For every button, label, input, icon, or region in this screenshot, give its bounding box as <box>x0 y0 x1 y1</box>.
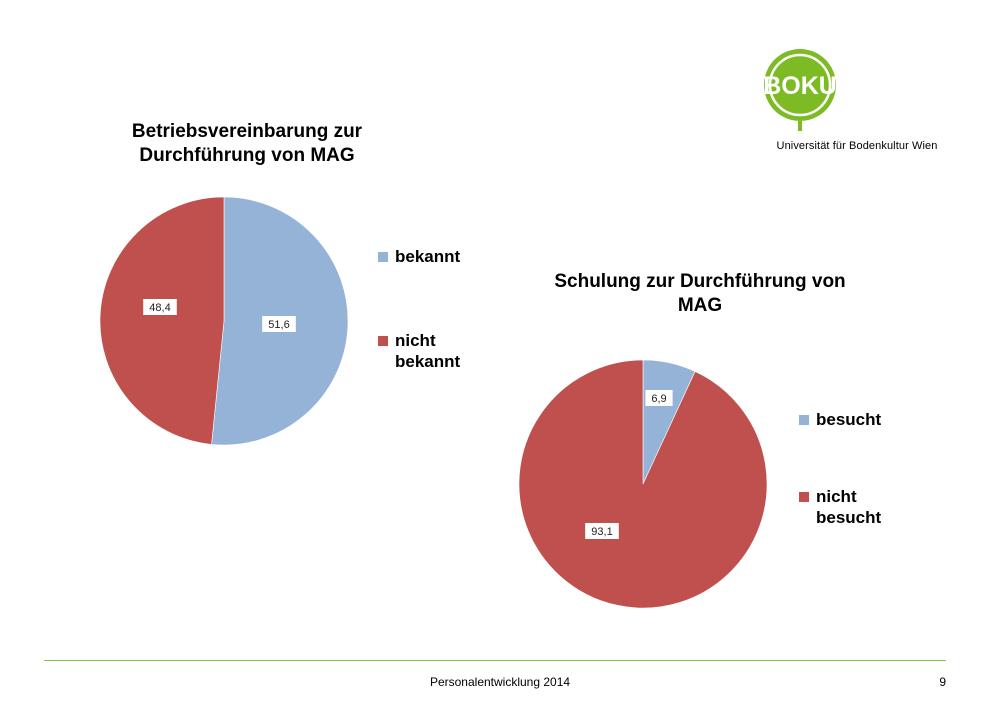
data-label-besucht: 6,9 <box>645 390 673 406</box>
legend-item-bekannt: bekannt <box>378 246 518 267</box>
data-label-box <box>645 390 673 406</box>
pie-slice-nicht-bekannt <box>99 196 225 445</box>
legend-item-nicht-bekannt: nicht bekannt <box>378 330 518 372</box>
legend-swatch-besucht <box>799 415 809 425</box>
footer-divider <box>44 660 946 661</box>
data-label-nicht-bekannt: 48,4 <box>143 299 177 315</box>
legend-swatch-nicht-besucht <box>799 492 809 502</box>
data-label-text: 51,6 <box>268 319 289 331</box>
logo-mark-text: BOKU <box>763 72 837 100</box>
legend-swatch-nicht-bekannt <box>378 336 388 346</box>
legend-item-nicht-besucht: nicht besucht <box>799 486 939 528</box>
data-label-box <box>585 523 619 539</box>
university-name: Universität für Bodenkultur Wien <box>776 140 938 152</box>
boku-logo: BOKU Universität für Bodenkultur Wien <box>748 44 968 164</box>
data-label-box <box>262 316 296 332</box>
data-label-bekannt: 51,6 <box>262 316 296 332</box>
legend-label-nicht-besucht: nicht besucht <box>816 487 882 527</box>
data-label-text: 6,9 <box>651 393 666 405</box>
page-number: 9 <box>939 675 946 689</box>
legend-label-besucht: besucht <box>816 410 882 429</box>
footer-title: Personalentwicklung 2014 <box>429 675 571 689</box>
chart-title-betriebsvereinbarung: Betriebsvereinbarung zur Durchführung vo… <box>131 121 363 166</box>
data-label-text: 93,1 <box>591 526 612 538</box>
chart-title-schulung: Schulung zur Durchführung von MAG <box>554 271 846 316</box>
legend-item-besucht: besucht <box>799 409 939 430</box>
legend-label-bekannt: bekannt <box>395 247 461 266</box>
data-label-nicht-besucht: 93,1 <box>585 523 619 539</box>
data-label-text: 48,4 <box>149 302 170 314</box>
legend-label-nicht-bekannt: nicht bekannt <box>395 331 461 371</box>
data-label-box <box>143 299 177 315</box>
legend-swatch-bekannt <box>378 252 388 262</box>
boku-logo-mark: BOKU <box>763 49 837 131</box>
pie-slice-nicht-besucht <box>518 359 768 609</box>
